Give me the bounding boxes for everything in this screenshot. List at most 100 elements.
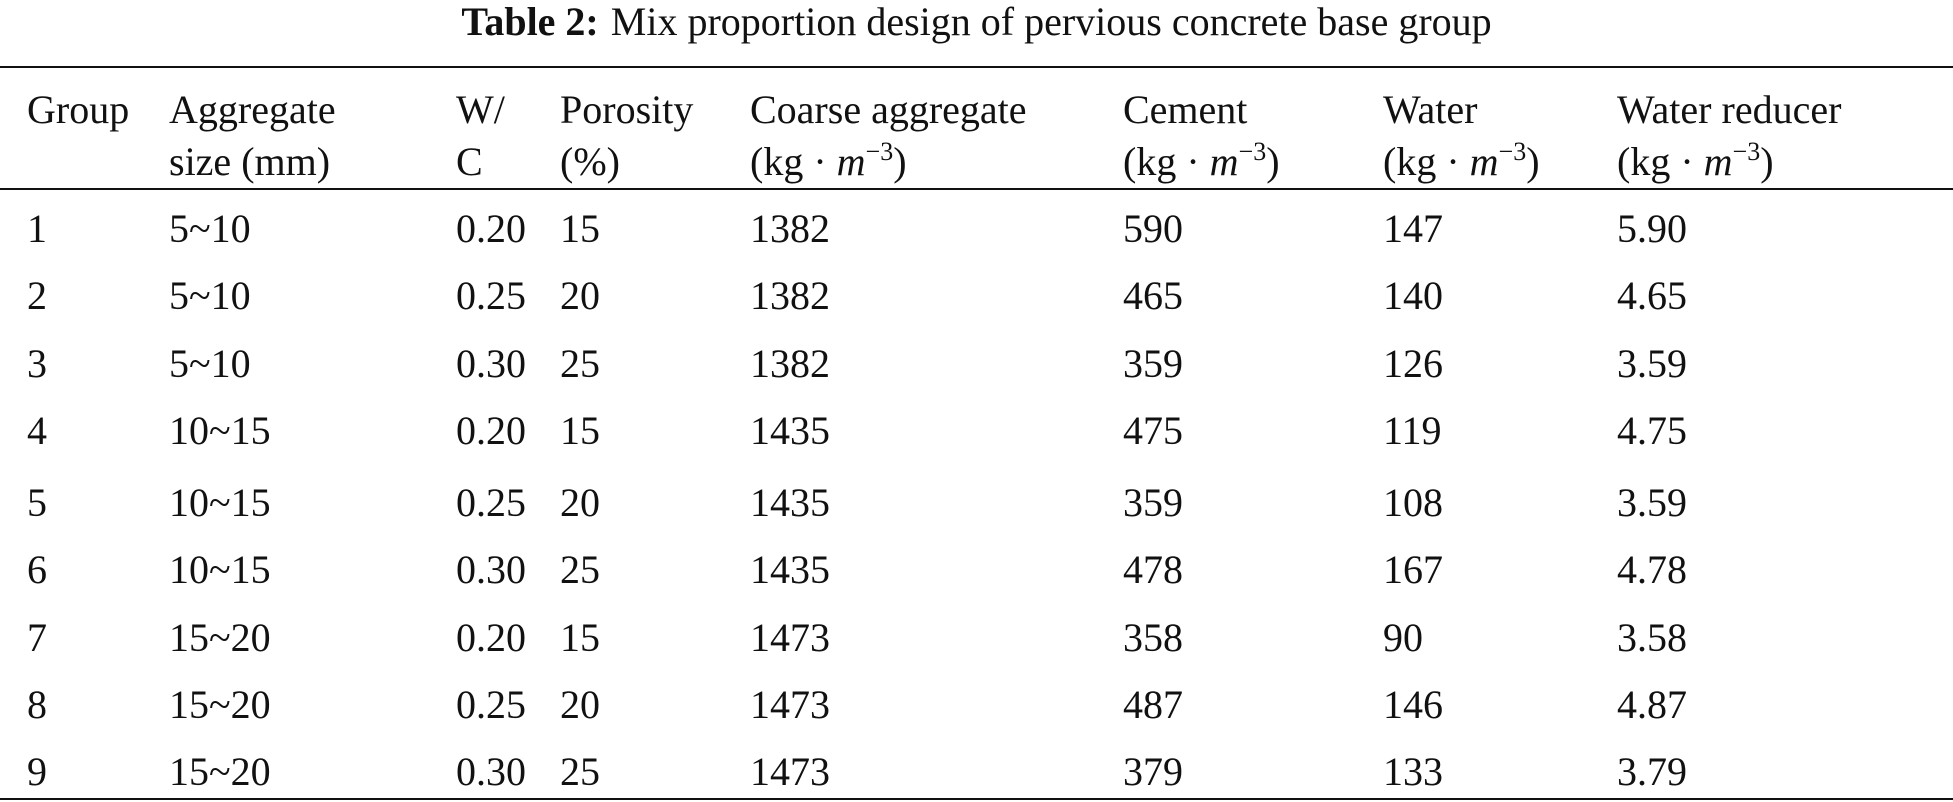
unit-variable: m <box>1209 139 1239 184</box>
table-cell: 133 <box>1383 749 1443 794</box>
table-cell: 25 <box>560 547 600 592</box>
table-cell: 3 <box>27 341 47 386</box>
table-cell: 25 <box>560 749 600 794</box>
header-cell: W/ <box>456 87 505 132</box>
table-cell: 9 <box>27 749 47 794</box>
table-cell: 4.65 <box>1617 273 1687 318</box>
unit-variable: m <box>836 139 866 184</box>
header-rule <box>0 188 1953 190</box>
table-cell: 1473 <box>750 749 830 794</box>
header-cell: (%) <box>560 139 620 184</box>
table-cell: 0.25 <box>456 682 526 727</box>
unit-variable: m <box>1469 139 1499 184</box>
caption: Table 2: Mix proportion design of perviou… <box>0 0 1953 44</box>
header-unit: (kg · m−3) <box>750 137 907 184</box>
table-cell: 20 <box>560 480 600 525</box>
table-cell: 1435 <box>750 547 830 592</box>
table-cell: 0.20 <box>456 206 526 251</box>
table-cell: 1382 <box>750 341 830 386</box>
table-cell: 0.25 <box>456 273 526 318</box>
caption-label: Table 2: <box>461 0 599 44</box>
table-cell: 478 <box>1123 547 1183 592</box>
table-cell: 4.75 <box>1617 408 1687 453</box>
table-cell: 5~10 <box>169 206 251 251</box>
table-cell: 90 <box>1383 615 1423 660</box>
table-cell: 475 <box>1123 408 1183 453</box>
table-cell: 167 <box>1383 547 1443 592</box>
unit-close: ) <box>893 139 907 184</box>
table-cell: 0.30 <box>456 749 526 794</box>
table-cell: 6 <box>27 547 47 592</box>
table-cell: 2 <box>27 273 47 318</box>
header-cell: Cement <box>1123 87 1248 132</box>
table-cell: 0.20 <box>456 615 526 660</box>
table-cell: 0.30 <box>456 341 526 386</box>
table-cell: 20 <box>560 273 600 318</box>
header-cell: Group <box>27 87 130 132</box>
table-cell: 10~15 <box>169 480 271 525</box>
table-cell: 146 <box>1383 682 1443 727</box>
unit-close: ) <box>1760 139 1774 184</box>
table-cell: 1382 <box>750 206 830 251</box>
table-cell: 590 <box>1123 206 1183 251</box>
unit-close: ) <box>1526 139 1540 184</box>
table-cell: 1435 <box>750 408 830 453</box>
table-cell: 1 <box>27 206 47 251</box>
table-cell: 126 <box>1383 341 1443 386</box>
table-cell: 8 <box>27 682 47 727</box>
table-cell: 5~10 <box>169 341 251 386</box>
unit-exponent: −3 <box>865 137 894 166</box>
table-cell: 379 <box>1123 749 1183 794</box>
table-cell: 3.79 <box>1617 749 1687 794</box>
header-cell: Porosity <box>560 87 694 132</box>
unit-base: (kg · <box>1617 139 1704 184</box>
table-cell: 147 <box>1383 206 1443 251</box>
unit-base: (kg · <box>1383 139 1470 184</box>
unit-base: (kg · <box>1123 139 1210 184</box>
header-cell: Water reducer <box>1617 87 1842 132</box>
caption-text: Mix proportion design of pervious concre… <box>610 0 1492 44</box>
unit-variable: m <box>1703 139 1733 184</box>
header-cell: C <box>456 139 483 184</box>
bottom-rule <box>0 798 1953 800</box>
table-cell: 4.87 <box>1617 682 1687 727</box>
unit-base: (kg · <box>750 139 837 184</box>
table-cell: 10~15 <box>169 408 271 453</box>
table-cell: 0.25 <box>456 480 526 525</box>
table-cell: 1473 <box>750 615 830 660</box>
table-cell: 1382 <box>750 273 830 318</box>
table-cell: 25 <box>560 341 600 386</box>
header-cell: Water <box>1383 87 1478 132</box>
table-cell: 15~20 <box>169 749 271 794</box>
table-cell: 108 <box>1383 480 1443 525</box>
table-cell: 358 <box>1123 615 1183 660</box>
header-cell: Aggregate <box>169 87 336 132</box>
top-rule <box>0 66 1953 68</box>
table-cell: 15 <box>560 206 600 251</box>
unit-exponent: −3 <box>1238 137 1267 166</box>
table-cell: 140 <box>1383 273 1443 318</box>
table-cell: 4.78 <box>1617 547 1687 592</box>
table-cell: 465 <box>1123 273 1183 318</box>
unit-exponent: −3 <box>1498 137 1527 166</box>
table-cell: 1473 <box>750 682 830 727</box>
table-cell: 119 <box>1383 408 1442 453</box>
table-cell: 487 <box>1123 682 1183 727</box>
table-cell: 0.20 <box>456 408 526 453</box>
header-cell: size (mm) <box>169 139 331 184</box>
table-cell: 10~15 <box>169 547 271 592</box>
table-cell: 3.59 <box>1617 341 1687 386</box>
table-cell: 5.90 <box>1617 206 1687 251</box>
header-unit: (kg · m−3) <box>1383 137 1540 184</box>
table-cell: 3.59 <box>1617 480 1687 525</box>
table-cell: 359 <box>1123 480 1183 525</box>
table-cell: 15~20 <box>169 682 271 727</box>
table-cell: 15~20 <box>169 615 271 660</box>
table-cell: 5 <box>27 480 47 525</box>
table-cell: 359 <box>1123 341 1183 386</box>
table-cell: 7 <box>27 615 47 660</box>
table-cell: 3.58 <box>1617 615 1687 660</box>
header-unit: (kg · m−3) <box>1123 137 1280 184</box>
table-cell: 20 <box>560 682 600 727</box>
